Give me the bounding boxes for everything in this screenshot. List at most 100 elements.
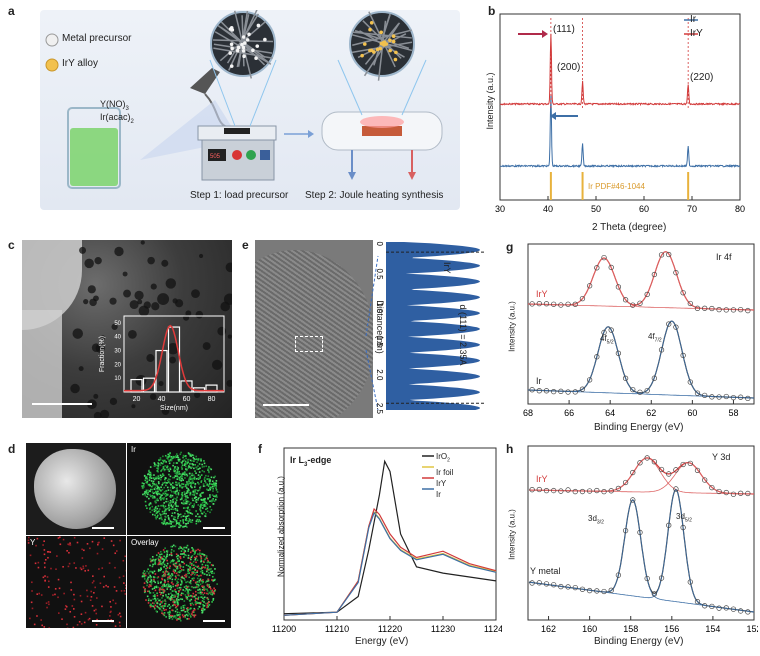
xps-data-point bbox=[730, 606, 737, 612]
map-pixel bbox=[184, 590, 186, 592]
map-pixel bbox=[148, 504, 151, 506]
map-pixel bbox=[149, 471, 152, 474]
nanoparticle bbox=[194, 391, 201, 399]
map-pixel bbox=[191, 463, 193, 465]
map-pixel bbox=[163, 612, 166, 614]
map-pixel bbox=[193, 460, 195, 462]
map-pixel bbox=[186, 507, 189, 510]
map-pixel bbox=[199, 486, 201, 489]
xps-data-point bbox=[630, 386, 636, 393]
map-pixel bbox=[158, 555, 160, 558]
map-pixel bbox=[192, 493, 195, 496]
map-pixel bbox=[178, 559, 180, 562]
map-pixel bbox=[197, 477, 200, 479]
map-pixel bbox=[97, 543, 99, 546]
map-pixel bbox=[197, 548, 199, 551]
map-pixel bbox=[193, 458, 195, 460]
map-pixel bbox=[185, 496, 187, 498]
map-pixel bbox=[183, 553, 185, 555]
hist-bar bbox=[205, 384, 218, 393]
nanoparticle bbox=[211, 359, 223, 371]
map-pixel bbox=[173, 469, 175, 472]
xps-ir-ylabel: Intensity (a.u.) bbox=[507, 301, 517, 352]
map-pixel bbox=[204, 497, 206, 500]
map-pixel bbox=[154, 600, 157, 603]
map-pixel bbox=[161, 600, 164, 603]
xps-data-point bbox=[543, 301, 550, 307]
map-pixel bbox=[146, 578, 149, 580]
nanoparticle bbox=[158, 380, 164, 387]
xps-data-point bbox=[601, 488, 607, 495]
map-pixel bbox=[144, 574, 147, 577]
map-pixel bbox=[144, 491, 146, 493]
map-pixel bbox=[181, 598, 184, 601]
xrd-chart: 30 40 50 60 70 80 bbox=[495, 13, 745, 214]
map-pixel bbox=[198, 588, 201, 591]
map-pixel bbox=[192, 548, 194, 550]
xanes-xtick-label: 11200 bbox=[272, 624, 296, 634]
map-pixel bbox=[164, 478, 166, 481]
map-pixel bbox=[203, 503, 206, 506]
map-pixel bbox=[193, 489, 196, 492]
hotplate-knob-green bbox=[246, 150, 256, 160]
xps-data-point bbox=[579, 386, 586, 392]
map-pixel bbox=[196, 580, 199, 583]
map-pixel bbox=[188, 472, 191, 475]
xrd-xtick-label: 30 bbox=[495, 204, 505, 214]
map-pixel bbox=[166, 567, 169, 569]
map-pixel bbox=[196, 601, 198, 604]
map-pixel bbox=[193, 556, 196, 559]
map-pixel bbox=[170, 616, 172, 618]
xps-data-point bbox=[680, 290, 686, 296]
map-pixel bbox=[167, 453, 170, 456]
map-pixel bbox=[174, 467, 176, 469]
map-pixel bbox=[212, 580, 214, 582]
map-pixel bbox=[186, 598, 189, 600]
map-pixel bbox=[148, 479, 151, 481]
map-pixel bbox=[56, 555, 58, 557]
map-pixel bbox=[178, 563, 181, 566]
map-pixel bbox=[189, 475, 192, 478]
map-pixel bbox=[182, 460, 184, 462]
map-pixel bbox=[125, 584, 126, 587]
map-pixel bbox=[152, 576, 155, 578]
map-pixel bbox=[166, 468, 169, 471]
map-pixel bbox=[67, 565, 70, 568]
map-pixel bbox=[155, 483, 158, 486]
map-pixel bbox=[191, 521, 193, 524]
map-pixel bbox=[162, 594, 164, 597]
map-pixel bbox=[176, 522, 178, 525]
map-pixel bbox=[207, 561, 210, 563]
panel-label-f: f bbox=[258, 442, 262, 456]
map-pixel bbox=[34, 562, 37, 565]
map-pixel bbox=[208, 471, 210, 474]
map-pixel bbox=[166, 549, 169, 552]
map-pixel bbox=[58, 587, 61, 590]
map-pixel bbox=[162, 460, 165, 463]
map-pixel bbox=[155, 512, 158, 514]
map-pixel bbox=[190, 574, 192, 576]
map-pixel bbox=[174, 604, 176, 606]
map-pixel bbox=[178, 564, 181, 567]
map-pixel bbox=[157, 582, 160, 584]
map-pixel bbox=[161, 563, 163, 566]
map-pixel bbox=[184, 477, 186, 479]
map-pixel bbox=[149, 604, 152, 607]
xps-data-point bbox=[551, 582, 557, 588]
map-pixel bbox=[183, 607, 186, 609]
map-pixel bbox=[151, 488, 153, 491]
xps-data-point bbox=[745, 609, 751, 615]
map-pixel bbox=[195, 549, 197, 552]
nanoparticle bbox=[111, 323, 118, 330]
map-pixel bbox=[199, 549, 201, 552]
map-pixel bbox=[175, 593, 178, 595]
map-pixel bbox=[118, 621, 121, 624]
map-pixel bbox=[177, 467, 180, 469]
map-pixel bbox=[210, 468, 213, 471]
svg-text:505: 505 bbox=[210, 154, 221, 160]
map-pixel bbox=[192, 456, 195, 459]
hist-ytick-label: 50 bbox=[114, 321, 121, 327]
map-pixel bbox=[197, 481, 199, 484]
map-pixel bbox=[165, 608, 167, 611]
map-pixel bbox=[172, 508, 175, 511]
